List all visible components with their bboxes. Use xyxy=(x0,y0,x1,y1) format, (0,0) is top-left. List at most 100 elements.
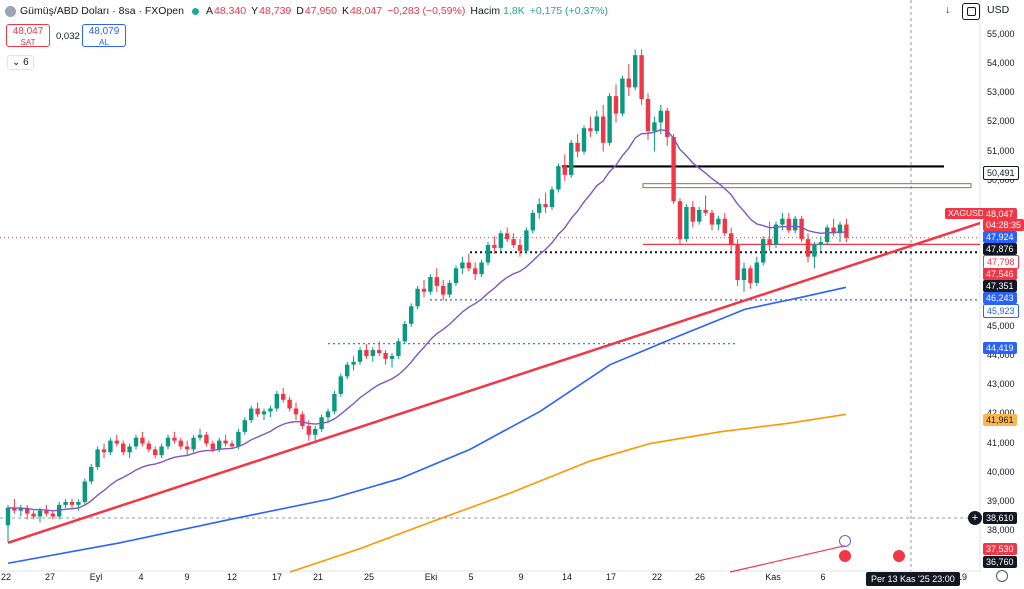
candle xyxy=(434,277,439,286)
candle xyxy=(121,443,126,453)
symbol-title[interactable]: Gümüş/ABD Doları · 8sa · FXOpen xyxy=(20,5,184,17)
time-tick-label: 17 xyxy=(271,572,283,582)
candle xyxy=(185,446,190,450)
candle xyxy=(581,128,587,152)
candle xyxy=(101,449,107,453)
candle xyxy=(709,212,715,225)
candle xyxy=(44,510,49,514)
candle xyxy=(761,239,766,263)
candle xyxy=(517,244,523,251)
candle xyxy=(831,227,836,234)
crosshair-date-label: Per 13 Kas '25 23:00 xyxy=(866,572,960,586)
candle xyxy=(460,262,465,269)
us-flag-event-icon[interactable] xyxy=(839,550,851,562)
candle xyxy=(844,224,849,238)
ma-long-label: 41,961 xyxy=(983,414,1017,426)
candle xyxy=(25,507,30,514)
buy-label: AL xyxy=(99,38,109,47)
buy-button[interactable]: 48,079 AL xyxy=(82,24,126,47)
candle xyxy=(37,510,43,517)
level-label-5: 45,923 xyxy=(983,304,1019,318)
currency-selector[interactable]: USD xyxy=(987,4,1010,16)
candle xyxy=(108,440,113,453)
market-open-icon xyxy=(191,7,199,15)
candle xyxy=(677,201,683,240)
candle xyxy=(639,55,644,99)
candle xyxy=(767,239,772,245)
sell-price: 48,047 xyxy=(12,26,44,37)
time-tick-label: 14 xyxy=(561,572,573,582)
indicators-toggle[interactable]: ⌄ 6 xyxy=(7,55,34,70)
time-tick-label: 17 xyxy=(605,572,617,582)
candle xyxy=(229,443,235,447)
high-key: Y xyxy=(251,5,259,17)
time-tick-label: 12 xyxy=(226,572,238,582)
candle xyxy=(505,233,510,240)
candle xyxy=(658,110,663,123)
level-label-4: 47,351 xyxy=(983,280,1017,292)
candle xyxy=(217,440,222,450)
download-arrow-icon[interactable]: ↓ xyxy=(945,4,951,16)
candle xyxy=(140,437,145,444)
candle xyxy=(178,440,183,447)
volume-key: Hacim xyxy=(470,5,501,17)
candle xyxy=(415,288,420,307)
price-tick-label: 42,000 xyxy=(987,408,1015,418)
candle xyxy=(569,142,574,175)
candle xyxy=(95,449,100,467)
buy-price: 48,079 xyxy=(88,26,120,37)
time-tick-label: 6 xyxy=(820,572,826,582)
trendline-label: 37,530 xyxy=(983,543,1017,555)
candle xyxy=(690,207,695,222)
candle xyxy=(389,355,395,359)
low-value: 47,950 xyxy=(304,5,337,17)
candle xyxy=(626,78,631,88)
screenshot-icon[interactable] xyxy=(962,3,980,20)
candle xyxy=(197,434,203,438)
resistance-zone xyxy=(642,183,972,189)
candle xyxy=(793,218,798,231)
sell-label: SAT xyxy=(20,38,36,47)
symbol-tag: XAGUSD xyxy=(945,208,987,219)
time-tick-label: 22 xyxy=(651,572,663,582)
ma-short-label: 47,924 xyxy=(983,231,1017,243)
candle xyxy=(396,341,401,356)
time-tick-label: Eyl xyxy=(89,572,103,582)
level-label-3: 47,546 xyxy=(983,268,1017,280)
settings-icon[interactable] xyxy=(996,570,1008,582)
candle xyxy=(165,437,171,447)
level-label-6: 44,419 xyxy=(983,342,1017,354)
price-tick-label: 54,000 xyxy=(987,57,1015,68)
candle xyxy=(325,411,331,418)
candle xyxy=(703,209,708,213)
price-tick-label: 53,000 xyxy=(987,87,1015,98)
lightning-event-icon[interactable] xyxy=(839,535,851,547)
candle xyxy=(383,353,388,359)
candle xyxy=(261,411,267,415)
time-tick-label: Kas xyxy=(765,572,781,582)
time-tick-label: Eki xyxy=(424,572,438,582)
candle xyxy=(645,98,651,132)
add-alert-icon[interactable]: + xyxy=(968,511,982,525)
sell-button[interactable]: 48,047 SAT xyxy=(6,24,50,47)
chevron-down-icon: ⌄ xyxy=(12,57,21,68)
candle xyxy=(722,218,727,234)
open-value: 48,340 xyxy=(214,5,247,17)
candle xyxy=(697,209,702,222)
candle xyxy=(223,440,228,444)
trendline xyxy=(7,221,981,544)
candle xyxy=(421,288,427,292)
price-tick-label: 39,000 xyxy=(987,495,1015,506)
candle xyxy=(114,440,119,444)
candle xyxy=(306,426,311,435)
time-tick-label: 9 xyxy=(518,572,524,582)
close-value: 48,047 xyxy=(350,5,383,17)
candle xyxy=(818,242,823,245)
us-flag-event-icon[interactable] xyxy=(893,550,905,562)
price-tick-label: 52,000 xyxy=(987,116,1015,127)
candle xyxy=(293,408,299,415)
price-tick-label: 51,000 xyxy=(987,145,1015,156)
candle xyxy=(255,408,260,415)
candle xyxy=(242,420,247,432)
